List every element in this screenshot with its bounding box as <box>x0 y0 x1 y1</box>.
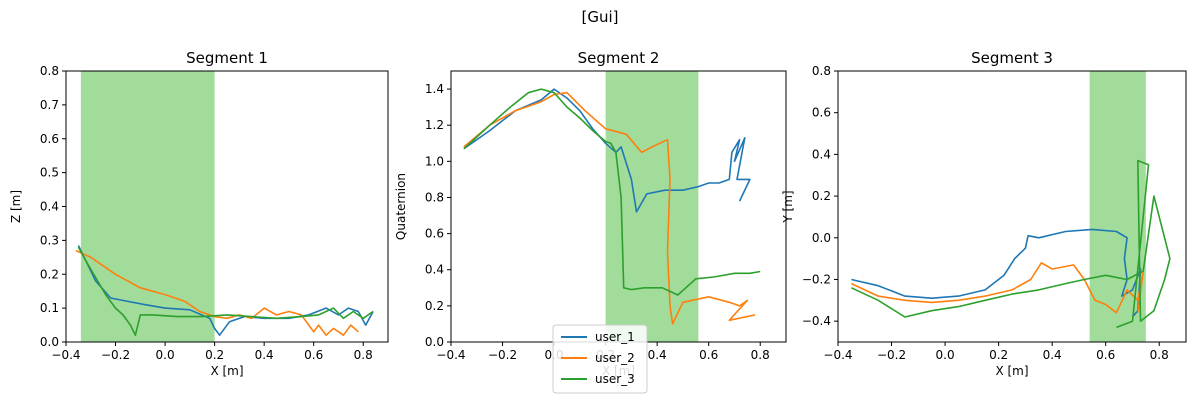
y-tick-label: 0.4 <box>40 200 59 214</box>
y-tick-label: 0.0 <box>40 335 59 349</box>
x-tick-label: 0.6 <box>699 348 718 362</box>
y-tick-label: 0.3 <box>40 233 59 247</box>
series-line-user_1 <box>77 245 374 336</box>
x-tick-label: 0.6 <box>304 348 323 362</box>
y-tick-label: 0.2 <box>425 299 444 313</box>
x-tick-label: 0.4 <box>255 348 274 362</box>
chart-segment-3: −0.4 −0.2 0.0 0.2 0.4 0.6 0.8 −0.4 −0.2 0.0 0.2 0.4… <box>781 49 1187 378</box>
y-tick-label: −0.4 <box>802 314 831 328</box>
chart-title: Segment 1 <box>186 49 268 67</box>
x-tick-label: 0.8 <box>1150 348 1169 362</box>
x-tick-label: 0.4 <box>1043 348 1062 362</box>
y-tick-label: 0.0 <box>812 231 831 245</box>
highlight-band <box>1089 71 1146 342</box>
x-tick-label: −0.2 <box>488 348 517 362</box>
series-line-user_3 <box>77 246 374 336</box>
x-axis-label: X [m] <box>210 364 243 378</box>
chart-segment-1: −0.4 −0.2 0.0 0.2 0.4 0.6 0.8 0.0 0.1 0.2 0.3 0.4 0.… <box>9 49 389 378</box>
y-tick-label: 0.1 <box>40 301 59 315</box>
y-tick-label: 0.6 <box>812 106 831 120</box>
legend-box <box>552 324 648 394</box>
x-tick-label: −0.4 <box>51 348 80 362</box>
highlight-band <box>80 71 215 342</box>
x-tick-label: 0.2 <box>989 348 1008 362</box>
y-tick-label: 0.2 <box>812 189 831 203</box>
y-tick-label: 1.0 <box>425 154 444 168</box>
y-tick-label: 0.4 <box>812 147 831 161</box>
x-tick-label: 0.4 <box>648 348 667 362</box>
x-tick-label: 0.8 <box>751 348 770 362</box>
x-tick-label: 0.0 <box>936 348 955 362</box>
y-tick-label: 0.6 <box>425 227 444 241</box>
legend-label-user_2: user_2 <box>595 351 635 365</box>
y-axis-label: Quaternion <box>394 173 408 240</box>
y-tick-label: 0.0 <box>425 335 444 349</box>
y-tick-label: 0.8 <box>40 64 59 78</box>
x-tick-label: 0.0 <box>156 348 175 362</box>
y-tick-label: 0.6 <box>40 132 59 146</box>
x-tick-label: 0.6 <box>1096 348 1115 362</box>
axes-frame <box>837 70 1187 343</box>
series-line-user_1 <box>851 228 1142 318</box>
x-tick-label: −0.2 <box>877 348 906 362</box>
y-tick-label: 1.2 <box>425 118 444 132</box>
y-axis-label: Y [m] <box>781 190 795 223</box>
series-line-user_2 <box>463 91 756 325</box>
legend-label-user_1: user_1 <box>595 330 635 344</box>
x-tick-label: 0.2 <box>205 348 224 362</box>
y-tick-label: 0.8 <box>812 64 831 78</box>
x-tick-label: −0.2 <box>101 348 130 362</box>
x-axis-label: X [m] <box>995 364 1028 378</box>
series-line-user_2 <box>851 262 1144 314</box>
x-tick-label: −0.4 <box>436 348 465 362</box>
y-tick-label: 1.4 <box>425 82 444 96</box>
x-tick-label: −0.4 <box>823 348 852 362</box>
y-tick-label: 0.7 <box>40 98 59 112</box>
series-line-user_3 <box>463 88 761 296</box>
x-tick-label: 0.8 <box>354 348 373 362</box>
legend-label-user_3: user_3 <box>595 372 635 386</box>
y-tick-label: 0.4 <box>425 263 444 277</box>
legend: user_1 user_2 user_3 <box>552 324 648 394</box>
series-line-user_1 <box>463 88 751 213</box>
y-tick-label: 0.5 <box>40 166 59 180</box>
chart-title: Segment 3 <box>971 49 1053 67</box>
chart-title: Segment 2 <box>578 49 660 67</box>
series-line-user_2 <box>75 249 359 336</box>
series-line-user_3 <box>851 159 1171 329</box>
y-tick-label: 0.2 <box>40 267 59 281</box>
y-axis-label: Z [m] <box>9 190 23 223</box>
y-tick-label: −0.2 <box>802 272 831 286</box>
y-tick-label: 0.8 <box>425 190 444 204</box>
figure-suptitle: [Gui] <box>581 8 618 26</box>
